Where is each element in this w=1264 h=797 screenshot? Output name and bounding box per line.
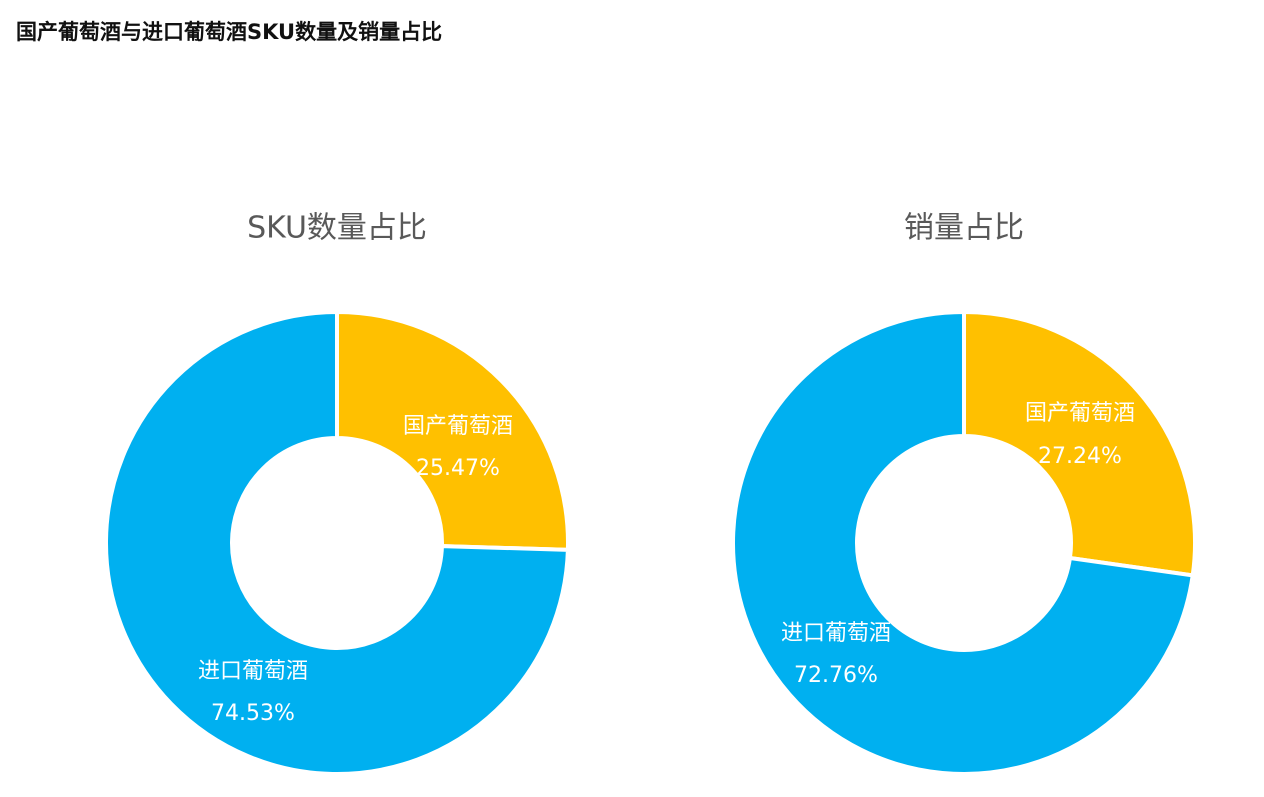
slice-value-imported-wine: 74.53% — [211, 701, 295, 726]
slice-label-domestic-wine: 国产葡萄酒 — [403, 414, 513, 439]
chart-title: 销量占比 — [904, 211, 1024, 246]
slice-label-imported-wine: 进口葡萄酒 — [781, 621, 891, 646]
slice-value-domestic-wine: 25.47% — [416, 456, 500, 481]
donut-slice-domestic-wine — [335, 309, 570, 552]
page-title: 国产葡萄酒与进口葡萄酒SKU数量及销量占比 — [16, 20, 443, 44]
chart-title: SKU数量占比 — [247, 211, 427, 246]
slice-value-imported-wine: 72.76% — [794, 663, 878, 688]
donut-slice-domestic-wine — [962, 309, 1197, 578]
slice-value-domestic-wine: 27.24% — [1038, 444, 1122, 469]
slice-label-imported-wine: 进口葡萄酒 — [198, 659, 308, 684]
donut-slice-imported-wine — [731, 309, 1195, 776]
donut-slice-imported-wine — [104, 309, 570, 776]
slice-label-domestic-wine: 国产葡萄酒 — [1025, 401, 1135, 426]
